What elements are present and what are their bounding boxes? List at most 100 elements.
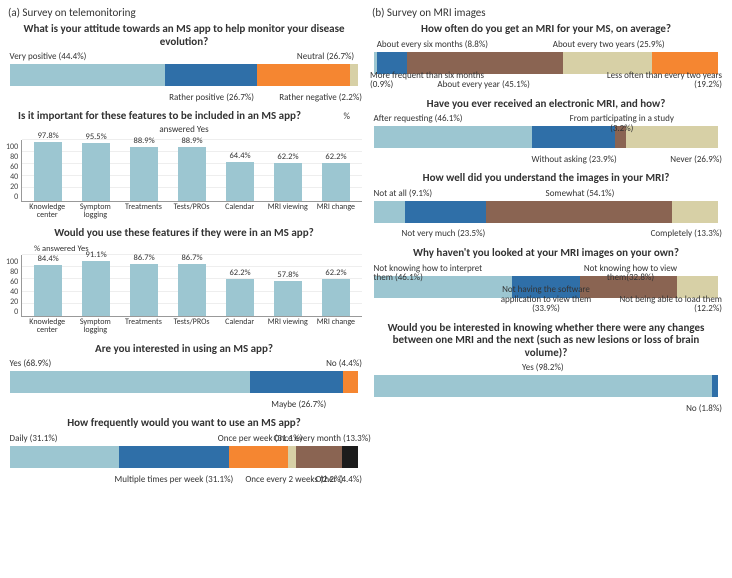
segment-label: Somewhat (54.1%) xyxy=(546,189,615,198)
segment xyxy=(350,64,358,86)
segment-label: Yes (98.2%) xyxy=(522,363,564,372)
q-b3-title: How well did you understand the images i… xyxy=(376,172,716,185)
q-a2-title: Is it important for these features to be… xyxy=(12,110,356,135)
x-label: Symptom logging xyxy=(75,203,115,220)
segment-label: Rather positive (26.7%) xyxy=(169,93,254,102)
x-label: Calendar xyxy=(220,203,260,220)
x-label: MRI change xyxy=(316,203,356,220)
q-a5: How frequently would you want to use an … xyxy=(6,415,362,484)
segment xyxy=(486,201,672,223)
segment-label: No (1.8%) xyxy=(686,404,722,413)
segment xyxy=(10,446,119,468)
bar-value: 62.2% xyxy=(325,152,346,162)
x-label: Knowledge center xyxy=(27,203,67,220)
bar: 86.7% xyxy=(178,264,206,316)
segment xyxy=(374,201,405,223)
q-a5-title: How frequently would you want to use an … xyxy=(12,417,356,430)
panel-b-title: (b) Survey on MRI images xyxy=(372,6,722,19)
segment xyxy=(288,446,296,468)
segment-label: From participating in a study (3.2%) xyxy=(562,114,682,133)
segment-label: Less often than every two years (19.2%) xyxy=(602,71,722,90)
q-a1: What is your attitude towards an MS app … xyxy=(6,21,362,102)
q-b3: How well did you understand the images i… xyxy=(370,170,722,239)
segment-label: Without asking (23.9%) xyxy=(532,155,617,164)
x-label: Treatments xyxy=(123,318,163,335)
bar: 88.9% xyxy=(130,147,158,200)
segment xyxy=(343,371,358,393)
bar-value: 62.2% xyxy=(277,152,298,162)
q-a4: Are you interested in using an MS app? Y… xyxy=(6,341,362,410)
segment xyxy=(10,371,250,393)
bars: 97.8%95.5%88.9%88.9%64.4%62.2%62.2% xyxy=(22,140,362,201)
q-a2-chart: 10080604020097.8%95.5%88.9%88.9%64.4%62.… xyxy=(6,140,362,220)
segment-label: Not knowing how to view them(32.8%) xyxy=(570,264,690,283)
bar-value: 62.2% xyxy=(325,268,346,278)
panel-a-title: (a) Survey on telemonitoring xyxy=(8,6,362,19)
segment-label: Very positive (44.4%) xyxy=(10,52,87,61)
y-axis: 100806040200 xyxy=(6,257,21,317)
segment-label: Yes (68.9%) xyxy=(10,359,52,368)
bar: 95.5% xyxy=(82,143,110,200)
y-axis: 100806040200 xyxy=(6,142,21,202)
q-b2-chart: After requesting (46.1%)Without asking (… xyxy=(370,114,722,164)
bar-value: 57.8% xyxy=(277,270,298,280)
q-a3-title: Would you use these features if they wer… xyxy=(12,227,356,240)
x-labels: Knowledge center Symptom logging Treatment… xyxy=(21,317,362,335)
segment-label: Daily (31.1%) xyxy=(10,434,58,443)
x-label: Symptom logging xyxy=(75,318,115,335)
x-label: Tests/PROs xyxy=(172,203,212,220)
bar-value: 88.9% xyxy=(134,136,155,146)
segment-label: Not at all (9.1%) xyxy=(374,189,433,198)
q-b5-chart: Yes (98.2%) No (1.8%) xyxy=(370,363,722,413)
bar-value: 86.7% xyxy=(181,253,202,263)
bar-value: 88.9% xyxy=(181,136,202,146)
bar: 64.4% xyxy=(226,162,254,201)
plot-area: 97.8%95.5%88.9%88.9%64.4%62.2%62.2% xyxy=(21,140,362,202)
bar: 62.2% xyxy=(322,163,350,200)
q-b2-title: Have you ever received an electronic MRI… xyxy=(376,98,716,111)
segment xyxy=(712,375,718,397)
segment xyxy=(250,371,343,393)
q-a5-chart: Daily (31.1%)Multiple times per week (31… xyxy=(6,434,362,484)
bar-chart: 10080604020097.8%95.5%88.9%88.9%64.4%62.… xyxy=(6,140,362,220)
segment xyxy=(296,446,343,468)
segment xyxy=(342,446,357,468)
q-a3-chart: 10080604020084.4%91.1%86.7%86.7%62.2%57.… xyxy=(6,255,362,335)
q-b5-title: Would you be interested in knowing wheth… xyxy=(376,322,716,360)
x-label: Tests/PROs xyxy=(172,318,212,335)
q-b2: Have you ever received an electronic MRI… xyxy=(370,96,722,165)
bars: 84.4%91.1%86.7%86.7%62.2%57.8%62.2% xyxy=(22,255,362,316)
segment-label: Maybe (26.7%) xyxy=(271,400,326,409)
segment-label: Not knowing how to interpret them (46.1%… xyxy=(374,264,494,283)
q-a2: Is it important for these features to be… xyxy=(6,108,362,219)
q-b4: Why haven't you looked at your MRI image… xyxy=(370,245,722,314)
x-label: MRI change xyxy=(316,318,356,335)
q-b4-chart: Not knowing how to interpret them (46.1%… xyxy=(370,264,722,314)
x-label: MRI viewing xyxy=(268,318,308,335)
segment xyxy=(257,64,350,86)
bar: 91.1% xyxy=(82,261,110,316)
bar: 86.7% xyxy=(130,264,158,316)
q-a1-title: What is your attitude towards an MS app … xyxy=(12,23,356,48)
segment xyxy=(165,64,258,86)
stacked-bar xyxy=(10,446,358,468)
stacked-bar xyxy=(374,201,718,223)
q-b1: How often do you get an MRI for your MS,… xyxy=(370,21,722,90)
segment-label: About every two years (25.9%) xyxy=(549,40,669,49)
x-label: Knowledge center xyxy=(27,318,67,335)
bar-value: 95.5% xyxy=(86,132,107,142)
q-b4-title: Why haven't you looked at your MRI image… xyxy=(376,247,716,260)
bar: 84.4% xyxy=(34,265,62,316)
segment-label: Never (26.9%) xyxy=(670,155,722,164)
bar: 88.9% xyxy=(178,147,206,200)
segment xyxy=(229,446,288,468)
segment-label: Other (4.4%) xyxy=(315,475,362,484)
bar: 62.2% xyxy=(322,279,350,316)
q-a4-chart: Yes (68.9%)Maybe (26.7%)No (4.4%) xyxy=(6,359,362,409)
x-labels: Knowledge centerSymptom loggingTreatment… xyxy=(21,202,362,220)
stacked-bar xyxy=(10,64,358,86)
q-b5: Would you be interested in knowing wheth… xyxy=(370,320,722,414)
panel-a: (a) Survey on telemonitoring What is you… xyxy=(6,4,362,490)
q-a4-title: Are you interested in using an MS app? xyxy=(12,343,356,356)
segment-label: Completely (13.3%) xyxy=(651,229,722,238)
